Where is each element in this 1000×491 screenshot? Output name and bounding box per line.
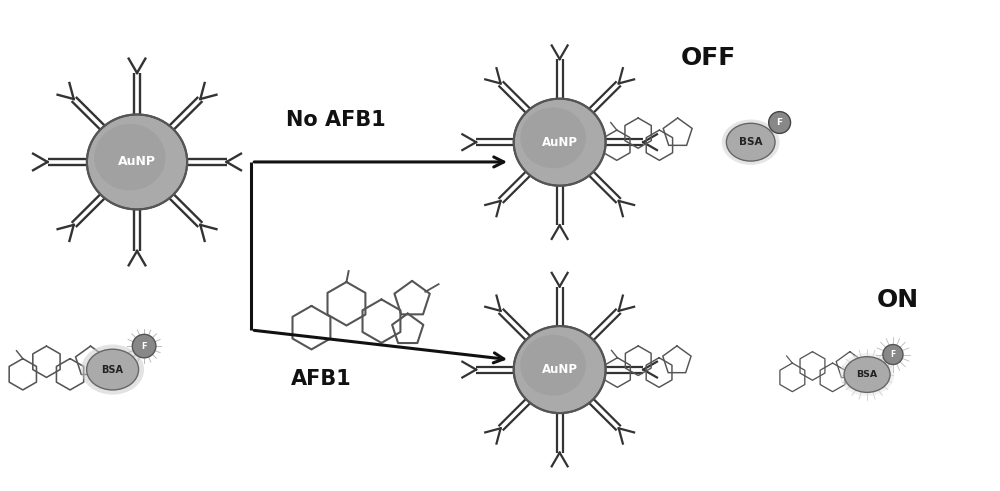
Ellipse shape (726, 123, 775, 161)
Ellipse shape (94, 124, 166, 191)
Text: F: F (890, 350, 896, 359)
Ellipse shape (81, 345, 144, 395)
Text: BSA: BSA (739, 137, 762, 147)
Text: AuNP: AuNP (542, 363, 578, 376)
Text: AFB1: AFB1 (291, 369, 351, 389)
Circle shape (769, 111, 791, 134)
Ellipse shape (87, 349, 139, 390)
Ellipse shape (520, 108, 586, 168)
Circle shape (883, 345, 903, 364)
Circle shape (132, 334, 156, 358)
Text: No AFB1: No AFB1 (286, 110, 386, 131)
Ellipse shape (520, 335, 586, 396)
Text: ON: ON (877, 288, 919, 312)
Ellipse shape (722, 119, 780, 165)
Text: OFF: OFF (681, 46, 736, 70)
Ellipse shape (87, 114, 187, 210)
Text: AuNP: AuNP (542, 136, 578, 149)
Text: BSA: BSA (856, 370, 878, 379)
Ellipse shape (514, 99, 606, 186)
Text: AuNP: AuNP (118, 156, 156, 168)
Text: F: F (141, 342, 147, 351)
Ellipse shape (844, 356, 890, 392)
Text: BSA: BSA (102, 365, 124, 375)
Ellipse shape (514, 326, 606, 413)
Ellipse shape (840, 353, 894, 396)
Text: F: F (777, 118, 783, 127)
